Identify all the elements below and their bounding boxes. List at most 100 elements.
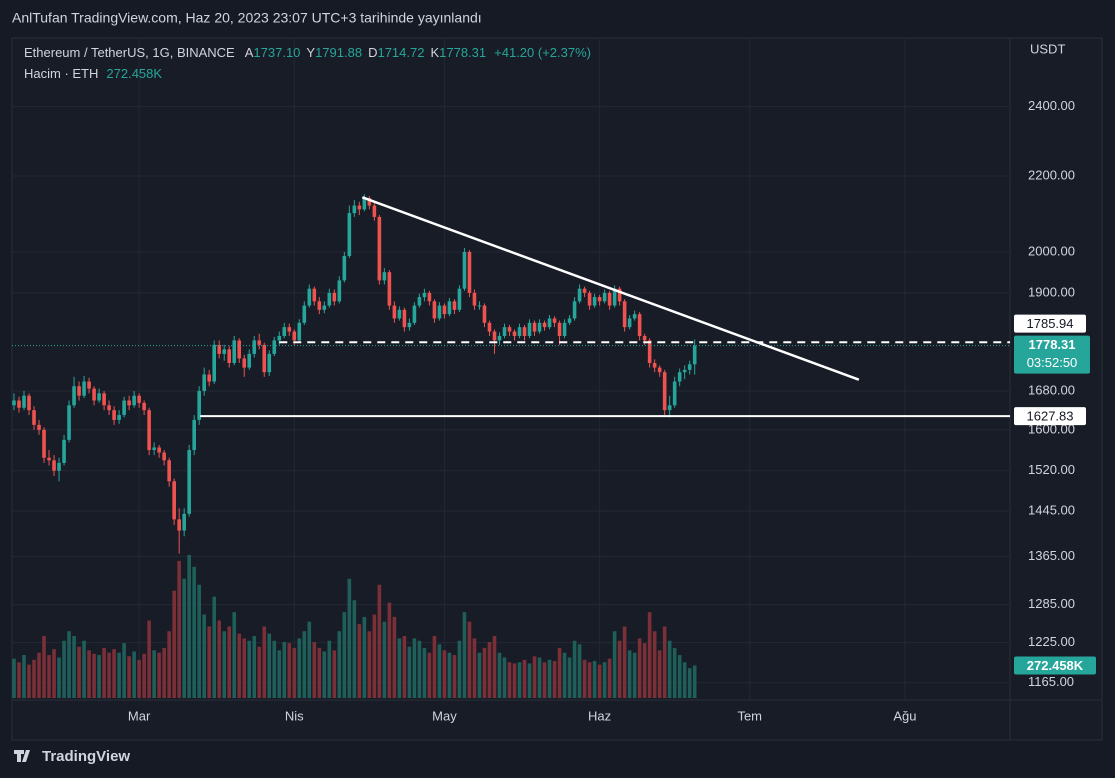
volume-bar — [692, 665, 697, 698]
candle-body — [77, 386, 81, 396]
volume-bar — [522, 659, 527, 698]
candle-body — [537, 322, 542, 332]
volume-bar — [572, 640, 577, 698]
volume-bar — [417, 640, 422, 698]
x-tick-label: May — [432, 708, 457, 723]
candle-body — [197, 390, 201, 420]
candle-body — [307, 288, 312, 306]
candle-body — [287, 327, 292, 332]
volume-bar — [547, 659, 552, 698]
candle-body — [417, 297, 422, 306]
volume-bar — [582, 659, 587, 698]
candle-body — [227, 349, 232, 363]
volume-bar — [247, 640, 252, 698]
x-tick-label: Ağu — [893, 708, 916, 723]
candle-body — [412, 305, 417, 323]
candle-body — [437, 305, 442, 319]
volume-bar — [532, 656, 537, 698]
candle-body — [237, 340, 242, 359]
volume-bar — [72, 636, 76, 698]
volume-bar — [687, 668, 692, 698]
candle-body — [267, 353, 272, 373]
y-unit: USDT — [1030, 41, 1065, 56]
volume-bar — [387, 602, 392, 698]
y-tick-label: 2000.00 — [1028, 243, 1075, 258]
y-tick-label: 1225.00 — [1028, 634, 1075, 649]
last-price-box — [1014, 335, 1090, 374]
candle-body — [647, 340, 652, 363]
candle-body — [637, 314, 642, 336]
volume-bar — [252, 636, 257, 698]
volume-bar — [662, 626, 667, 698]
volume-bar — [292, 647, 297, 698]
drawing-layer — [12, 196, 1010, 418]
candle-body — [57, 462, 61, 471]
candle-body — [342, 255, 347, 281]
candle-body — [587, 292, 592, 306]
volume-bar — [52, 649, 56, 698]
y-tick-label: 1165.00 — [1028, 674, 1074, 689]
volume-bar — [667, 640, 672, 698]
candle-body — [182, 513, 186, 531]
logo-mark — [14, 750, 30, 762]
volume-bar — [337, 631, 342, 698]
candle-body — [402, 309, 407, 328]
candle-body — [387, 272, 392, 306]
volume-bar — [192, 566, 196, 698]
candle-body — [312, 288, 317, 302]
volume-bar — [552, 661, 557, 698]
candle-body — [597, 297, 602, 302]
candle-body — [322, 305, 327, 310]
candle-body — [352, 205, 357, 214]
y-tick-label: 2400.00 — [1028, 98, 1075, 113]
volume-bar — [312, 641, 317, 698]
volume-bar — [637, 638, 642, 698]
volume-bar — [167, 631, 171, 698]
volume-bar — [472, 638, 477, 698]
volume-bar — [142, 653, 146, 698]
legend-key: K — [430, 45, 439, 60]
volume-bar — [372, 614, 377, 698]
volume-bar — [562, 652, 567, 698]
volume-bar — [502, 657, 507, 698]
candle-body — [632, 314, 637, 319]
volume-bar — [92, 653, 96, 698]
candle-body — [442, 305, 447, 315]
volume-bar — [237, 633, 242, 698]
volume-bar — [617, 640, 622, 698]
volume-bar — [257, 646, 262, 698]
candle-body — [277, 335, 282, 341]
volume-title: Hacim · ETH — [24, 66, 98, 81]
volume-bar — [112, 649, 116, 698]
candle-body — [497, 335, 502, 341]
volume-bar — [282, 641, 287, 698]
volume-legend: Hacim · ETH 272.458K — [24, 66, 162, 81]
volume-bar — [632, 652, 637, 698]
volume-bar — [537, 657, 542, 698]
volume-bar — [267, 633, 272, 698]
volume-bar — [222, 631, 227, 698]
y-tick-label: 1285.00 — [1028, 596, 1075, 611]
volume-bar — [647, 612, 652, 698]
volume-bar — [197, 584, 201, 698]
grid-layer — [12, 38, 1010, 700]
candle-body — [482, 305, 487, 323]
volume-bar — [437, 644, 442, 698]
candle-body — [242, 358, 247, 368]
volume-bar — [607, 658, 612, 698]
published: AnlTufan TradingView.com, Haz 20, 2023 2… — [12, 10, 482, 26]
candle-body — [382, 272, 387, 281]
candle-body — [72, 386, 76, 406]
x-tick-label: Nis — [285, 708, 304, 723]
candle-layer — [12, 194, 697, 554]
candle-body — [622, 301, 627, 328]
candle-body — [517, 327, 522, 336]
candle-body — [372, 205, 377, 217]
volume-label: 272.458K — [1027, 658, 1084, 673]
candle-body — [12, 400, 16, 406]
candle-body — [207, 374, 211, 382]
candle-body — [572, 301, 577, 319]
candle-body — [162, 452, 166, 461]
volume-bar — [127, 656, 131, 698]
